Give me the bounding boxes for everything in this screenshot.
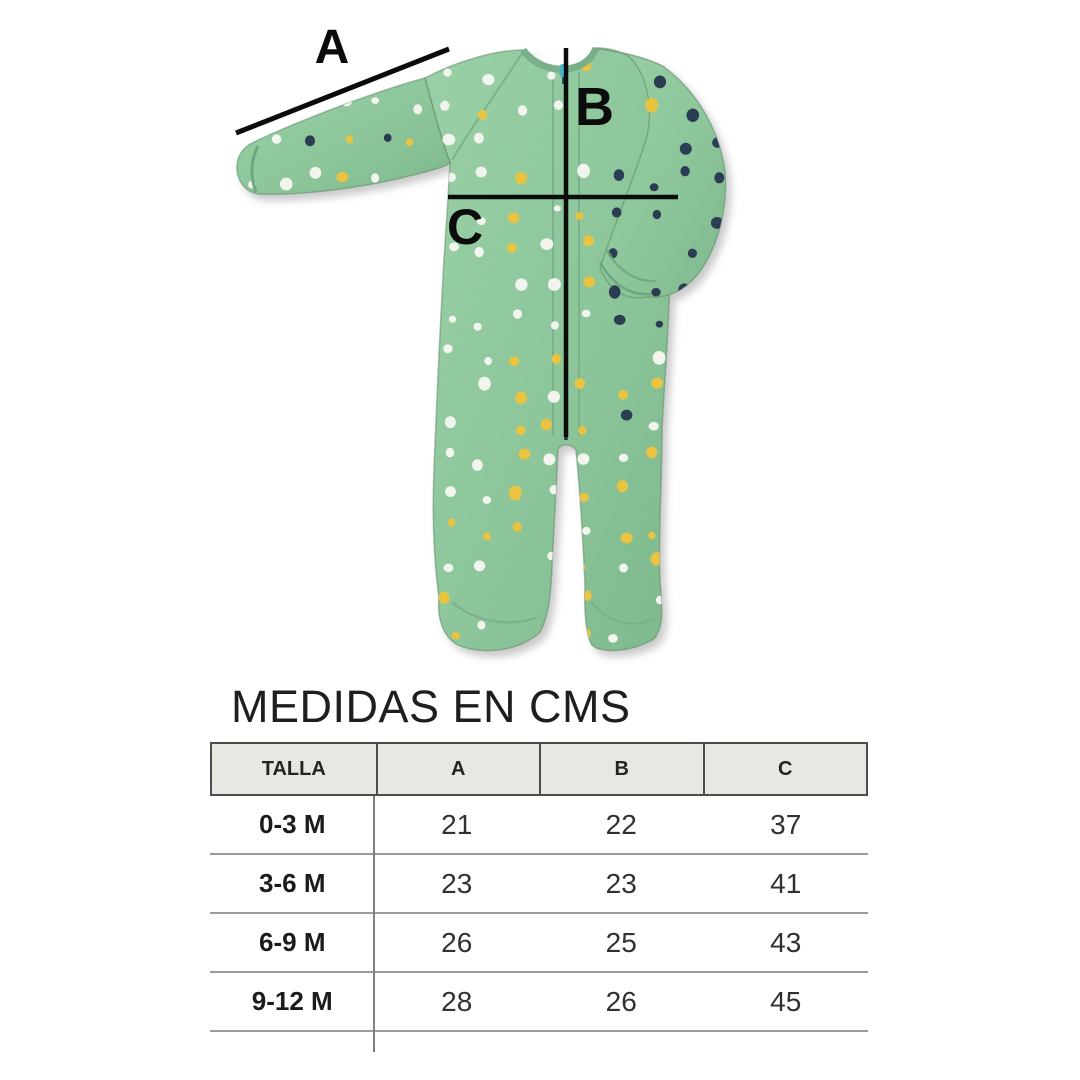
pajama-measurement-diagram: A B C xyxy=(235,21,727,652)
value-cell-a: 28 xyxy=(441,985,473,1017)
value-cell-c: 41 xyxy=(770,867,802,899)
size-table: TALLA A B C 0-3 M 21 22 37 3-6 M 23 23 4… xyxy=(210,742,868,1052)
value-cell-b: 25 xyxy=(605,926,637,958)
table-row: 9-12 M 28 26 45 xyxy=(210,973,868,1032)
section-title: MEDIDAS EN CMS xyxy=(231,681,631,732)
pajama-illustration xyxy=(236,46,727,652)
value-cell-a: 21 xyxy=(441,808,473,840)
measure-label-a: A xyxy=(315,21,350,74)
raglan-seam xyxy=(451,51,524,161)
value-cell-b: 22 xyxy=(605,808,637,840)
table-row: 3-6 M 23 23 41 xyxy=(210,855,868,914)
measure-line-a xyxy=(235,46,450,136)
header-cell-talla: TALLA xyxy=(261,757,326,780)
measure-label-b: B xyxy=(575,77,614,137)
size-cell: 9-12 M xyxy=(251,986,333,1016)
right-foot-seam xyxy=(591,601,656,625)
header-cell-a: A xyxy=(375,744,540,794)
value-cell-b: 26 xyxy=(605,985,637,1017)
size-cell: 0-3 M xyxy=(259,809,326,839)
size-cell: 6-9 M xyxy=(259,927,326,957)
measure-label-c: C xyxy=(447,199,483,255)
header-cell-c: C xyxy=(702,744,867,794)
pajama-body xyxy=(424,47,674,652)
table-row: 6-9 M 26 25 43 xyxy=(210,914,868,973)
header-cell-b: B xyxy=(539,744,703,794)
right-cuff-band xyxy=(598,261,653,296)
measurement-annotations: A B C xyxy=(235,21,678,437)
value-cell-b: 23 xyxy=(605,867,637,899)
value-cell-c: 45 xyxy=(770,985,802,1017)
value-cell-c: 37 xyxy=(770,808,802,840)
right-cuff-fold xyxy=(605,249,657,283)
left-cuff-band xyxy=(250,145,260,193)
value-cell-a: 23 xyxy=(441,867,473,899)
table-row: 0-3 M 21 22 37 xyxy=(210,796,868,855)
size-cell: 3-6 M xyxy=(259,868,326,898)
left-foot-seam xyxy=(451,601,537,624)
talla-column-divider xyxy=(373,796,375,1052)
size-table-header-row: TALLA A B C xyxy=(210,742,868,796)
value-cell-c: 43 xyxy=(770,926,802,958)
value-cell-a: 26 xyxy=(441,926,473,958)
